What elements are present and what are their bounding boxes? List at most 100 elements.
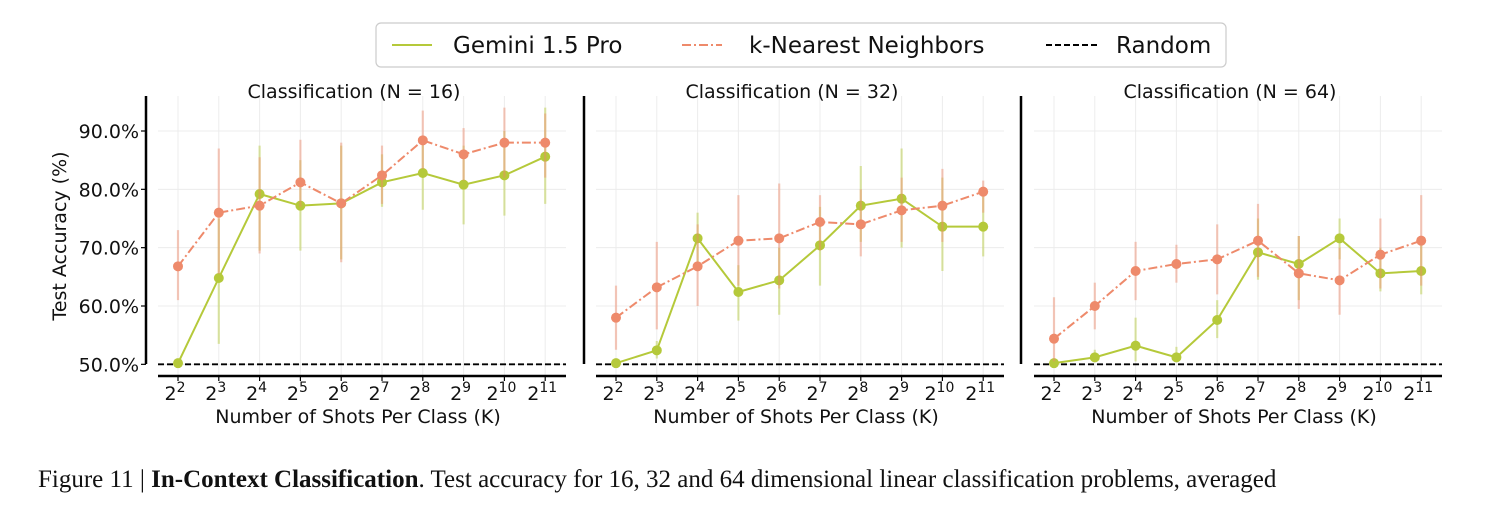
- data-point-knn: [173, 261, 183, 272]
- x-tick-label: 28: [409, 380, 430, 405]
- figure-caption: Figure 11 | In-Context Classification. T…: [38, 462, 1478, 498]
- data-point-knn: [1416, 235, 1427, 246]
- data-point-gemini: [611, 358, 621, 369]
- x-tick-label: 23: [1081, 380, 1102, 405]
- series-knn: [1049, 195, 1427, 362]
- data-point-knn: [1375, 249, 1386, 260]
- data-point-knn: [1212, 254, 1223, 265]
- data-point-gemini: [1212, 315, 1223, 325]
- legend-frame: [375, 22, 1227, 68]
- x-tick-label: 26: [328, 380, 349, 405]
- x-tick-label: 211: [527, 380, 557, 405]
- x-tick-label: 211: [965, 380, 995, 405]
- panel-title: Classification (N = 32): [686, 81, 899, 103]
- data-point-gemini: [978, 221, 989, 232]
- x-tick-label: 22: [164, 380, 185, 405]
- series-knn: [611, 168, 989, 350]
- data-point-knn: [1130, 266, 1141, 276]
- data-point-gemini: [1416, 266, 1427, 276]
- data-point-knn: [692, 261, 703, 272]
- data-point-gemini: [499, 170, 510, 181]
- data-point-gemini: [173, 358, 183, 369]
- y-tick-label: 50.0%: [79, 354, 139, 376]
- series-line-knn: [177, 139, 546, 267]
- data-point-knn: [1049, 333, 1059, 344]
- series-line-knn: [615, 190, 984, 319]
- data-point-gemini: [1171, 352, 1182, 363]
- legend-label-random: Random: [1116, 33, 1211, 59]
- legend-label-gemini: Gemini 1.5 Pro: [453, 33, 622, 59]
- data-point-knn: [611, 312, 621, 323]
- x-tick-label: 210: [1362, 380, 1392, 405]
- data-point-knn: [295, 177, 306, 188]
- data-point-gemini: [1293, 259, 1304, 269]
- x-axis-label: Number of Shots Per Class (K): [1091, 406, 1376, 428]
- data-point-gemini: [1253, 247, 1263, 258]
- x-tick-label: 22: [602, 380, 623, 405]
- legend: Gemini 1.5 Pro k-Nearest Neighbors Rando…: [375, 22, 1227, 68]
- data-point-gemini: [1049, 358, 1059, 369]
- x-tick-label: 24: [684, 380, 705, 405]
- data-point-knn: [213, 207, 224, 218]
- data-point-knn: [651, 282, 662, 293]
- data-point-knn: [896, 205, 907, 216]
- data-point-knn: [1334, 275, 1345, 286]
- x-tick-label: 26: [766, 380, 787, 405]
- data-point-gemini: [254, 189, 265, 199]
- series-line-gemini: [1053, 237, 1422, 365]
- x-axis-label: Number of Shots Per Class (K): [653, 406, 938, 428]
- x-tick-label: 22: [1040, 380, 1061, 405]
- series-knn: [173, 107, 551, 301]
- data-point-knn: [417, 135, 428, 146]
- data-point-knn: [937, 200, 948, 211]
- data-point-knn: [336, 198, 347, 209]
- data-point-gemini: [692, 233, 703, 244]
- series-gemini: [1049, 218, 1427, 369]
- x-tick-label: 211: [1403, 380, 1433, 405]
- x-tick-label: 25: [725, 380, 746, 405]
- x-tick-label: 29: [1326, 380, 1347, 405]
- y-axis-label: Test Accuracy (%): [49, 151, 71, 321]
- x-tick-label: 24: [246, 380, 267, 405]
- data-point-knn: [1253, 235, 1263, 246]
- x-tick-label: 24: [1122, 380, 1143, 405]
- y-tick-label: 80.0%: [79, 179, 139, 201]
- x-tick-label: 26: [1204, 380, 1225, 405]
- chart-panels: Classification (N = 16) 50.0% 60.0% 70.0% 80…: [49, 81, 1442, 428]
- data-point-gemini: [1334, 233, 1345, 244]
- data-point-knn: [815, 217, 825, 227]
- data-point-gemini: [855, 200, 866, 211]
- data-point-gemini: [458, 179, 469, 190]
- x-tick-label: 28: [1285, 380, 1306, 405]
- chart-panel-3: Classification (N = 64) 22 23 24 25 26 27 28 29 2…: [1019, 81, 1442, 428]
- chart-panel-1: Classification (N = 16) 50.0% 60.0% 70.0% 80…: [49, 81, 566, 428]
- caption-prefix: Figure 11 |: [38, 466, 152, 493]
- data-point-gemini: [417, 168, 428, 178]
- x-tick-label: 210: [486, 380, 516, 405]
- legend-label-knn: k-Nearest Neighbors: [749, 33, 985, 59]
- x-tick-label: 25: [1163, 380, 1184, 405]
- data-point-gemini: [774, 275, 785, 286]
- x-tick-label: 23: [643, 380, 664, 405]
- caption-bold-title: In-Context Classification: [151, 466, 419, 493]
- x-tick-label: 25: [287, 380, 308, 405]
- data-point-knn: [733, 235, 744, 246]
- data-point-gemini: [896, 193, 907, 204]
- x-tick-label: 29: [888, 380, 909, 405]
- data-point-gemini: [295, 200, 306, 211]
- series-line-knn: [1053, 239, 1422, 340]
- data-point-knn: [458, 149, 469, 160]
- x-tick-label: 28: [847, 380, 868, 405]
- x-axis-label: Number of Shots Per Class (K): [215, 406, 500, 428]
- data-point-knn: [254, 200, 265, 211]
- data-point-knn: [540, 137, 551, 148]
- data-point-knn: [1089, 301, 1100, 311]
- data-point-knn: [377, 170, 387, 181]
- x-tick-label: 27: [368, 380, 389, 405]
- data-point-knn: [855, 219, 866, 230]
- data-point-gemini: [1375, 268, 1386, 279]
- data-point-knn: [1293, 268, 1304, 279]
- x-tick-label: 23: [205, 380, 226, 405]
- x-tick-label: 210: [924, 380, 954, 405]
